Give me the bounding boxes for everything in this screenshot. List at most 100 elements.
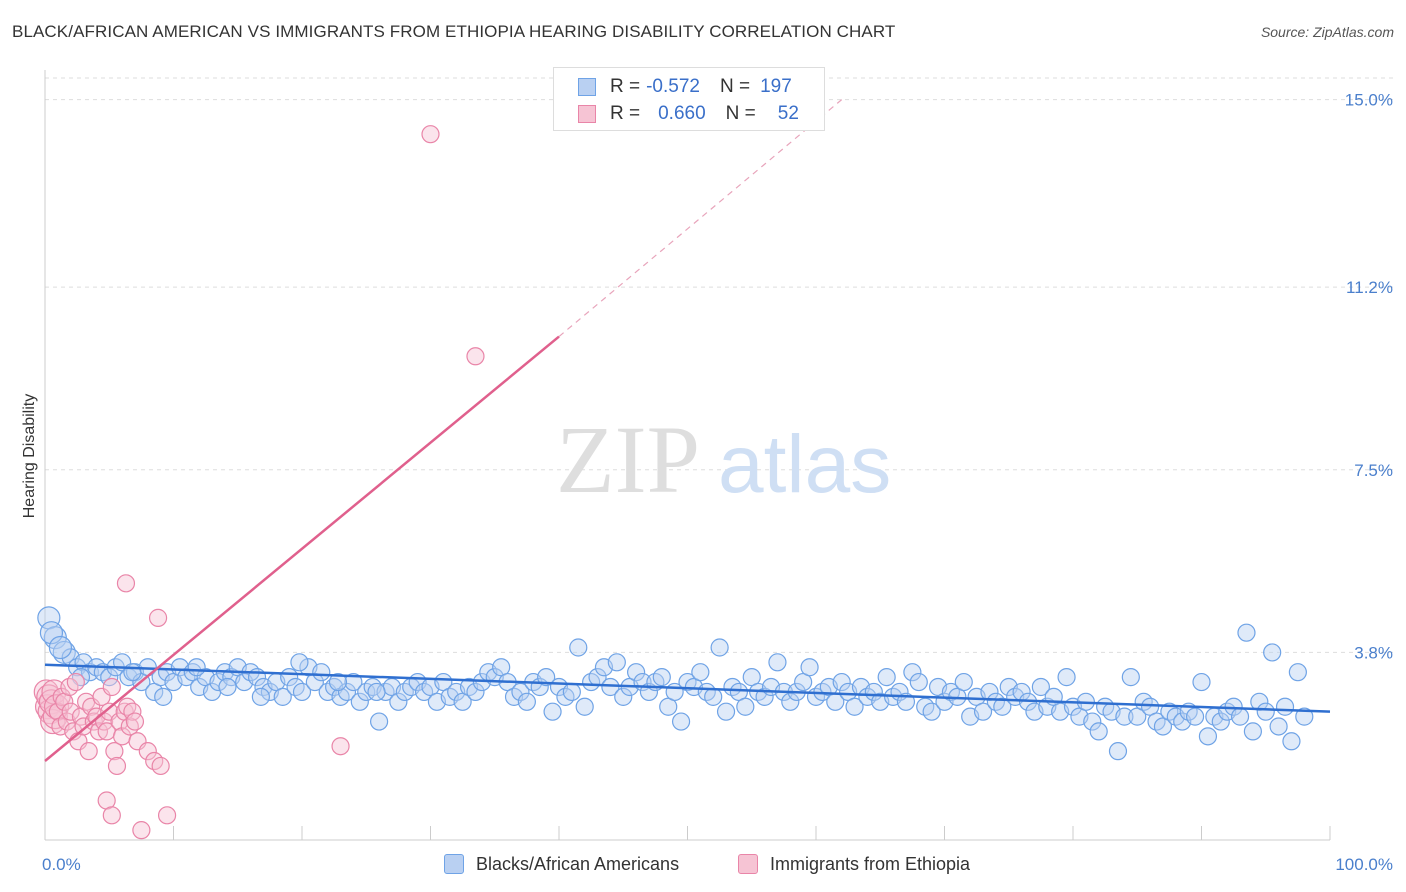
point-1-52 [331, 737, 350, 756]
point-0-195 [1295, 707, 1314, 726]
point-0-82 [569, 638, 588, 657]
point-1-4 [38, 689, 65, 715]
point-0-36 [273, 687, 292, 706]
trend-line-blacks [44, 663, 1331, 713]
trend-line-ethiopia-extension [558, 99, 843, 337]
bottom-legend-label-ethiopia: Immigrants from Ethiopia [770, 853, 971, 874]
point-0-42 [312, 663, 331, 682]
point-0-137 [922, 702, 941, 721]
grid-lines [45, 77, 1395, 653]
series-blacks [37, 606, 1314, 761]
point-0-118 [800, 658, 819, 677]
point-0-178 [1185, 707, 1205, 726]
point-0-125 [845, 697, 864, 716]
series-ethiopia [33, 125, 485, 840]
point-0-48 [350, 692, 369, 711]
legend-row-ethiopia: R = 0.660 N = 52 [578, 101, 799, 127]
bottom-legend-blacks: Blacks/African Americans [444, 852, 679, 876]
point-0-206 [367, 682, 386, 702]
point-0-202 [218, 677, 237, 697]
point-0-197 [48, 635, 73, 660]
point-0-192 [1275, 697, 1295, 716]
point-0-89 [614, 687, 633, 706]
axes [44, 70, 1331, 841]
legend-row-blacks: R = -0.572 N = 197 [578, 74, 792, 100]
point-0-81 [562, 682, 581, 702]
point-0-54 [389, 692, 408, 711]
trend-line-ethiopia [44, 335, 560, 762]
r-label: R = [610, 103, 641, 124]
point-0-83 [575, 697, 594, 716]
point-0-190 [1263, 643, 1282, 662]
point-0-123 [832, 672, 851, 692]
n-value-blacks: 197 [760, 76, 792, 97]
point-0-78 [543, 702, 562, 721]
point-1-32 [105, 742, 124, 761]
point-1-40 [125, 712, 145, 731]
point-1-34 [110, 712, 129, 731]
bottom-swatch-blacks [444, 854, 464, 874]
point-0-154 [1031, 677, 1050, 697]
point-1-22 [79, 742, 98, 761]
source-label: Source: ZipAtlas.com [1260, 24, 1394, 40]
point-1-33 [107, 756, 127, 776]
r-value-blacks: -0.572 [646, 76, 700, 97]
point-0-108 [736, 697, 755, 716]
point-0-198 [71, 668, 91, 687]
point-0-196 [39, 621, 64, 645]
point-0-104 [710, 638, 729, 657]
point-0-191 [1269, 717, 1288, 736]
point-0-194 [1288, 663, 1307, 682]
point-0-115 [781, 692, 800, 711]
trend-lines [44, 99, 1331, 762]
bottom-swatch-ethiopia [738, 854, 758, 874]
point-0-189 [1256, 702, 1275, 721]
point-0-101 [691, 663, 710, 682]
watermark-zip: ZIP [556, 406, 700, 513]
point-0-113 [768, 653, 787, 672]
point-1-38 [120, 717, 139, 736]
bottom-legend-ethiopia: Immigrants from Ethiopia [738, 852, 970, 876]
r-value-ethiopia: 0.660 [658, 103, 706, 124]
point-0-200 [154, 687, 173, 706]
point-0-187 [1243, 722, 1263, 741]
n-label: N = [725, 103, 756, 124]
point-0-142 [954, 672, 973, 692]
point-1-50 [421, 125, 440, 144]
x-tick-label-1: 100.0% [1335, 855, 1393, 874]
n-label: N = [719, 76, 751, 97]
point-1-26 [89, 722, 109, 741]
point-1-45 [157, 806, 177, 825]
correlation-legend: R = -0.572 N = 197 R = 0.660 N = 52 [553, 67, 825, 131]
point-1-49 [116, 574, 136, 593]
y-axis-label: Hearing Disability [21, 394, 38, 519]
x-tick-label-0: 0.0% [42, 855, 81, 874]
y-tick-label-2: 11.2% [1346, 278, 1393, 297]
point-0-51 [370, 712, 389, 731]
point-1-51 [466, 347, 485, 366]
y-tick-label-3: 15.0% [1345, 91, 1393, 110]
point-0-135 [909, 672, 928, 692]
point-0-39 [292, 682, 312, 702]
point-0-111 [755, 687, 774, 706]
y-tick-label-0: 3.8% [1354, 643, 1393, 662]
n-value-ethiopia: 52 [777, 103, 799, 124]
point-0-87 [601, 677, 620, 697]
point-0-91 [626, 663, 646, 682]
point-0-66 [466, 682, 485, 702]
point-0-73 [511, 682, 530, 702]
point-0-168 [1121, 668, 1140, 687]
point-0-182 [1211, 712, 1230, 731]
point-1-44 [151, 756, 170, 776]
legend-swatch-ethiopia [578, 105, 596, 123]
point-0-95 [652, 668, 671, 687]
point-0-163 [1089, 722, 1108, 741]
point-0-148 [993, 697, 1012, 716]
point-0-130 [877, 668, 896, 687]
point-0-203 [251, 687, 270, 706]
point-0-162 [1083, 712, 1102, 731]
point-0-103 [704, 687, 723, 706]
point-0-166 [1108, 742, 1128, 761]
point-0-199 [123, 663, 142, 682]
point-0-74 [517, 692, 536, 711]
